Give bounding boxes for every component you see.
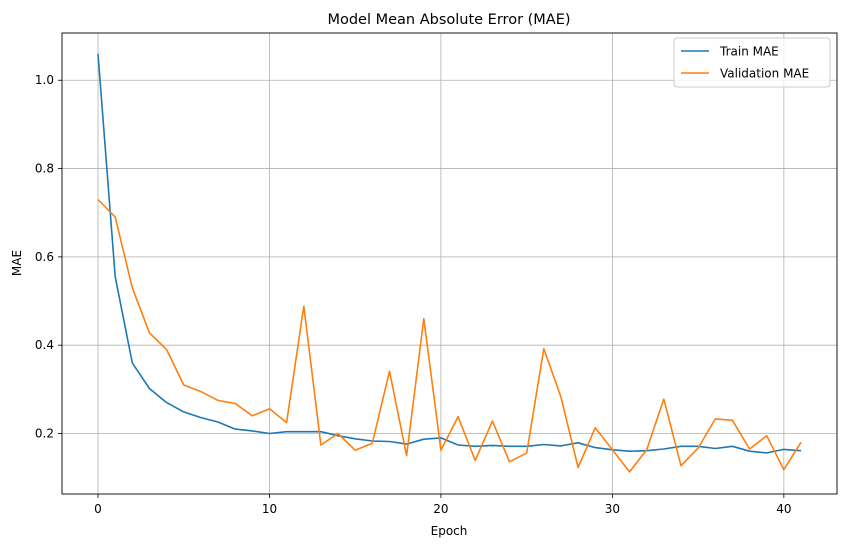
y-tick-label: 0.6 [35,250,54,264]
plot-frame [61,32,838,495]
y-tick-label: 0.4 [35,338,54,352]
legend-label-validation: Validation MAE [720,67,809,81]
legend-box [673,37,831,88]
y-tick-label: 1.0 [35,73,54,87]
series-line-validation [97,198,802,473]
x-tick-label: 0 [94,502,102,516]
chart-title: Model Mean Absolute Error (MAE) [327,12,570,28]
x-tick-label: 10 [262,502,277,516]
y-tick-label: 0.2 [35,427,54,441]
series-lines [97,53,802,473]
series-line-train [97,53,802,454]
legend: Train MAE Validation MAE [673,37,831,88]
axis-ticks: 0 10 20 30 40 0.2 0.4 0.6 0.8 1.0 [35,73,792,516]
x-tick-label: 30 [605,502,620,516]
x-tick-label: 20 [433,502,448,516]
y-axis-label: MAE [10,250,24,276]
x-axis-label: Epoch [431,524,468,538]
legend-label-train: Train MAE [719,45,779,59]
y-tick-label: 0.8 [35,162,54,176]
x-tick-label: 40 [776,502,791,516]
